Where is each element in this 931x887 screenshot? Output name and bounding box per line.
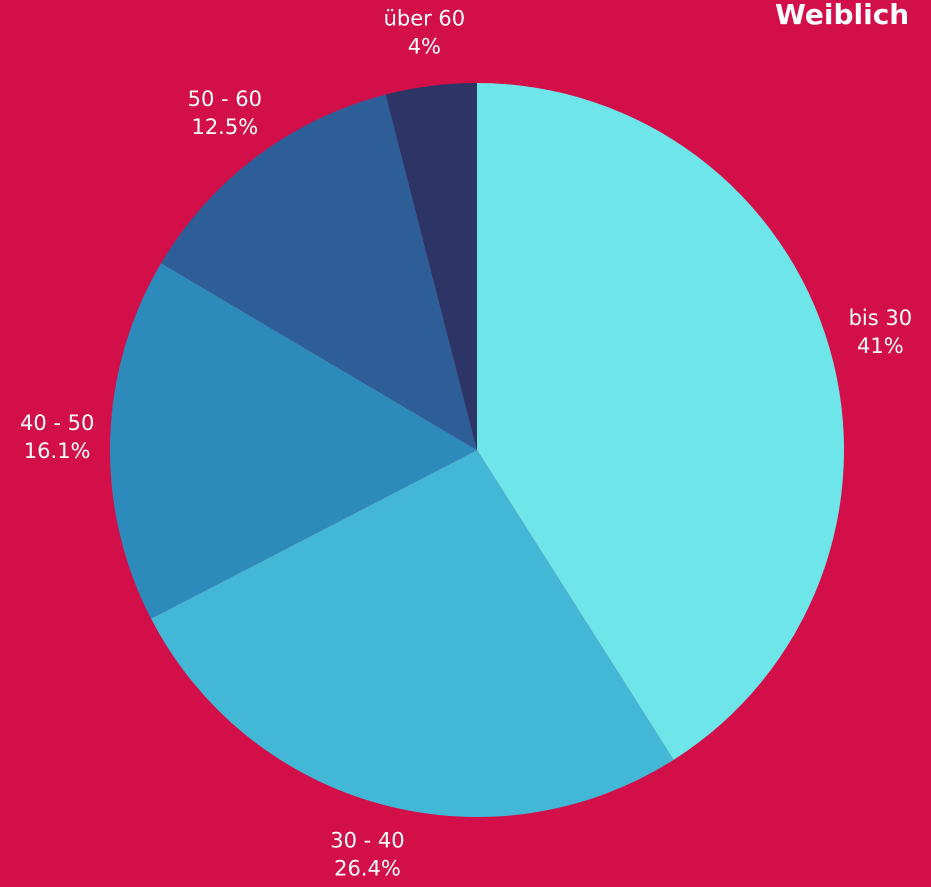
pie-slice [110,263,477,619]
slice-value-label: 26.4% [334,856,401,880]
slice-label: über 60 [384,6,466,30]
slice-label: 30 - 40 [330,828,404,852]
pie-slice [161,94,478,451]
slice-label: 40 - 50 [20,411,94,435]
slice-label: bis 30 [849,306,913,330]
slice-value-label: 4% [408,34,441,58]
pie-slice [151,450,674,817]
slice-value-label: 16.1% [24,439,91,463]
slice-label: 50 - 60 [188,87,262,111]
chart-title: Weiblich [775,0,909,31]
pie-slice [385,83,477,450]
slice-value-label: 12.5% [191,115,258,139]
slice-value-label: 41% [857,334,904,358]
pie-slice [477,83,844,760]
